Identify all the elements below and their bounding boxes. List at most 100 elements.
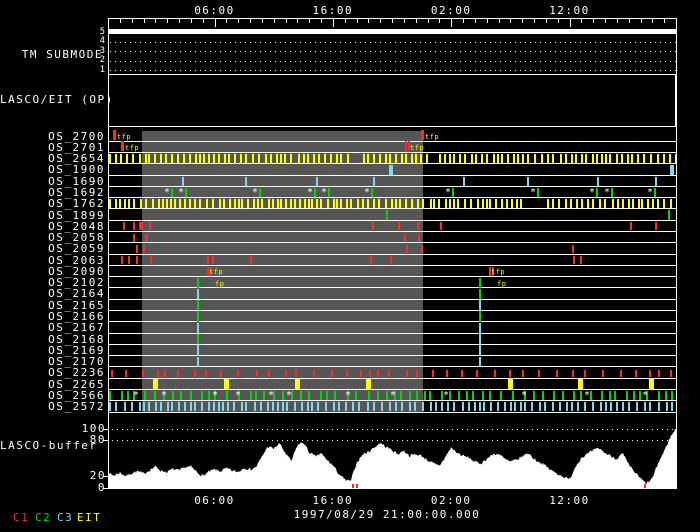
buffer-label: LASCO-buffer: [0, 439, 98, 452]
tick-mark: [373, 176, 375, 186]
tick-mark: [654, 188, 656, 198]
tick-mark: [251, 154, 254, 164]
tick-mark: [163, 391, 166, 401]
tick-mark: [492, 267, 494, 276]
tick-mark: [207, 267, 209, 276]
tick-mark: [199, 154, 202, 164]
tick-mark: [460, 369, 463, 377]
tick-mark: [419, 154, 422, 164]
tick-mark: [303, 199, 306, 209]
tick-mark: [194, 402, 197, 412]
tick-mark: [285, 199, 288, 209]
tick-mark: [227, 402, 230, 412]
time-label-bottom-axis: 02:00: [430, 494, 472, 507]
tick-mark: [218, 199, 221, 209]
row-separator: [108, 140, 677, 142]
tick-mark: [245, 402, 248, 412]
tick-mark: [440, 391, 443, 401]
tick-mark: [583, 369, 586, 377]
tick-mark: [592, 402, 595, 412]
tick-mark: [393, 391, 396, 401]
tick-mark: [347, 154, 350, 164]
legend-item-c2: C2: [35, 511, 52, 524]
tick-mark: [408, 391, 411, 401]
tick-mark: [438, 154, 441, 164]
row-separator: [108, 355, 677, 357]
highlight-window: [142, 130, 423, 413]
tick-mark: [312, 369, 315, 377]
tick-mark: [452, 154, 455, 164]
legend-item-c3: C3: [57, 511, 74, 524]
star-marker: *: [390, 390, 397, 402]
buffer-tick-label: 20: [89, 469, 106, 483]
tick-mark: [509, 402, 512, 412]
tick-mark: [121, 256, 123, 265]
tick-mark: [307, 391, 310, 401]
hour-tick: [179, 18, 180, 23]
hour-tick: [368, 18, 370, 23]
tick-mark: [326, 199, 329, 209]
tick-mark: [417, 222, 419, 231]
buffer-tick: [103, 488, 108, 489]
tick-mark: [330, 369, 333, 377]
tick-mark: [444, 199, 447, 209]
tick-mark: [336, 199, 339, 209]
star-marker: *: [252, 187, 259, 199]
buffer-tick-label: 0: [97, 481, 106, 494]
tick-mark: [510, 199, 513, 209]
marker-annotation: tfp: [410, 144, 425, 153]
tick-mark: [138, 402, 141, 412]
tick-mark: [373, 402, 376, 412]
tick-mark: [222, 402, 225, 412]
hour-tick: [356, 18, 358, 23]
row-label: OS_2265: [48, 377, 105, 391]
tick-mark: [340, 199, 343, 209]
tick-mark: [499, 391, 502, 401]
tick-mark: [543, 402, 546, 412]
tick-mark: [414, 154, 417, 164]
tick-mark: [252, 199, 255, 209]
tick-mark: [254, 391, 257, 401]
hour-tick: [285, 18, 287, 23]
tick-mark: [663, 199, 666, 209]
hour-tick: [463, 18, 464, 23]
buffer-event-tick: [644, 484, 646, 488]
tick-mark: [511, 391, 514, 401]
tick-mark: [611, 199, 614, 209]
tick-mark: [329, 154, 332, 164]
tick-mark: [589, 391, 592, 401]
tick-mark: [213, 402, 216, 412]
tick-mark: [223, 154, 226, 164]
row-label: OS_2164: [48, 287, 105, 301]
buffer-area-chart: [108, 429, 676, 488]
row-label: OS_2700: [48, 129, 105, 143]
tick-mark: [311, 402, 314, 412]
event-span: [670, 164, 674, 176]
tick-mark: [527, 154, 530, 164]
tick-mark: [372, 199, 375, 209]
row-label: OS_1690: [48, 174, 105, 188]
tick-mark: [649, 369, 651, 377]
tick-mark: [651, 199, 654, 209]
row-label: OS_2236: [48, 366, 105, 380]
tick-mark: [605, 154, 608, 164]
tick-mark: [276, 199, 279, 209]
star-marker: *: [345, 390, 352, 402]
tick-mark: [167, 402, 170, 412]
tick-mark: [140, 199, 143, 209]
tick-mark: [452, 199, 455, 209]
tick-mark: [604, 199, 607, 209]
tick-mark: [368, 391, 371, 401]
event-span: [197, 300, 199, 311]
tm-submode-dotted-level: [110, 70, 676, 71]
tick-mark: [219, 369, 222, 377]
event-span: [479, 300, 481, 311]
tick-mark: [400, 391, 403, 401]
tick-mark: [357, 199, 360, 209]
tick-mark: [572, 244, 574, 253]
tick-mark: [206, 199, 208, 209]
event-span: [197, 356, 199, 367]
tick-mark: [208, 391, 211, 401]
tick-mark: [389, 402, 392, 412]
